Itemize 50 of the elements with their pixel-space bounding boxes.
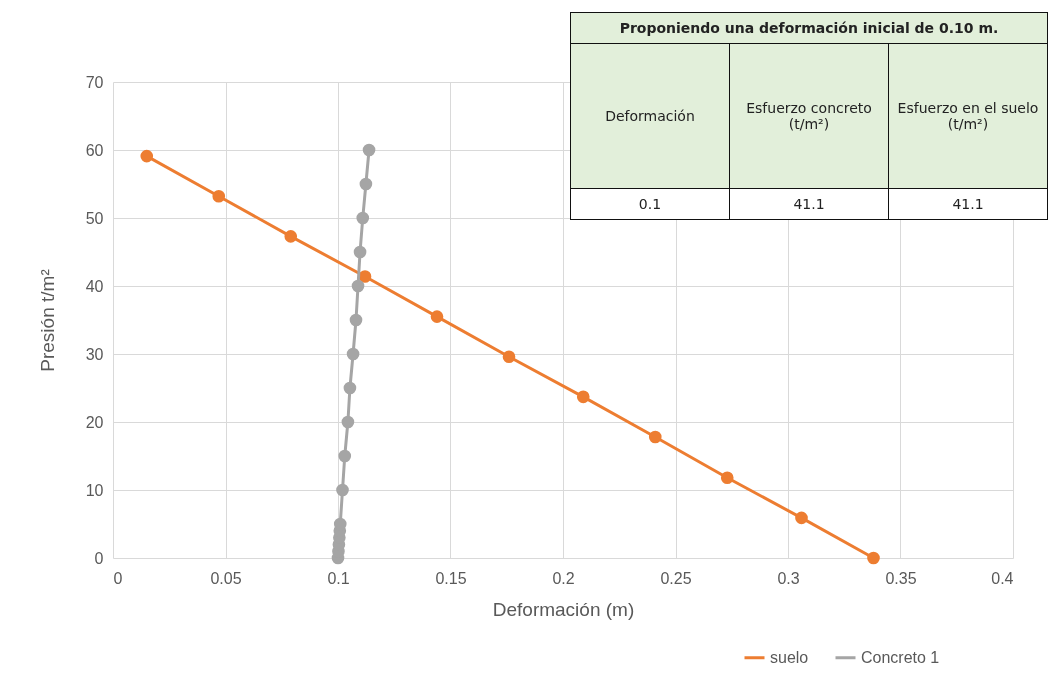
point (140, 149, 154, 163)
annotation: Deformación (570, 43, 730, 189)
point (356, 211, 370, 225)
point (867, 551, 880, 565)
annotation: 0.1 (570, 188, 730, 220)
legend-label: suelo (770, 648, 809, 666)
x-tick-label: 0.3 (777, 569, 800, 587)
point (336, 483, 349, 497)
point (349, 313, 363, 327)
annotation: Esfuerzo en el suelo (t/m²) (888, 43, 1048, 189)
y-tick-label: 60 (85, 141, 104, 159)
x-tick-label: 0.4 (991, 569, 1014, 587)
point (358, 270, 372, 283)
legend-label: Concreto 1 (861, 648, 940, 666)
annotation: 41.1 (729, 188, 889, 220)
y-axis-title: Presión t/m² (36, 269, 58, 372)
x-tick-label: 0 (113, 569, 123, 587)
y-tick-label: 30 (85, 345, 104, 363)
point (648, 430, 662, 444)
x-tick-label: 0.15 (435, 569, 467, 587)
y-tick-label: 40 (85, 277, 104, 295)
point (346, 347, 360, 361)
point (338, 449, 352, 463)
point (341, 415, 355, 429)
y-tick-label: 70 (85, 73, 104, 91)
annotation: 41.1 (888, 188, 1048, 220)
point (720, 471, 734, 485)
point (502, 350, 516, 364)
point (795, 511, 808, 525)
point (359, 177, 373, 191)
point (351, 279, 365, 293)
y-tick-label: 10 (85, 481, 104, 499)
y-tick-label: 20 (85, 413, 104, 431)
annotation: Esfuerzo concreto (t/m²) (729, 43, 889, 189)
point (343, 381, 357, 395)
x-tick-label: 0.35 (885, 569, 917, 587)
point (212, 189, 226, 203)
y-tick-label: 0 (94, 549, 104, 567)
point (353, 245, 367, 259)
point (362, 143, 376, 157)
x-axis-title: Deformación (m) (492, 598, 635, 620)
x-tick-label: 0.05 (210, 569, 242, 587)
x-tick-label: 0.1 (327, 569, 350, 587)
y-tick-label: 50 (85, 209, 104, 227)
x-tick-label: 0.2 (552, 569, 575, 587)
point (430, 310, 444, 323)
x-tick-label: 0.25 (660, 569, 692, 587)
point (576, 390, 590, 404)
point (284, 230, 298, 243)
text: Proponiendo una deformación inicial de 0.10 m. (619, 20, 999, 36)
